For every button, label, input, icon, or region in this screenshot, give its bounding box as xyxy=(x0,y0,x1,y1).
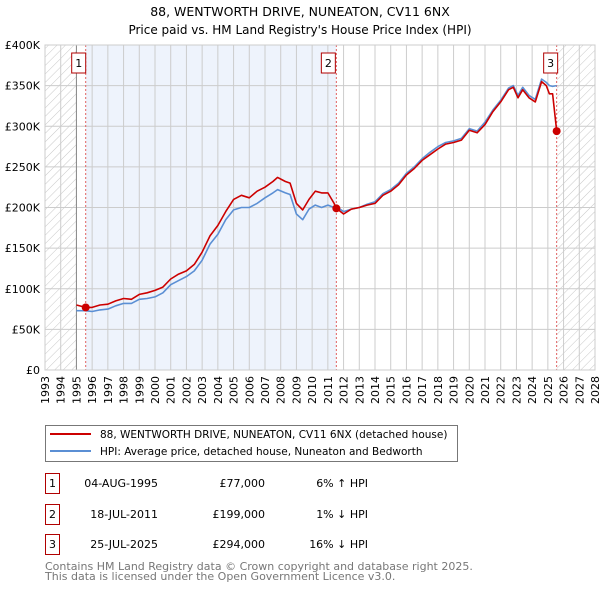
price-paid-line xyxy=(76,80,558,309)
sale-row-number-box xyxy=(45,473,60,494)
sale-point xyxy=(552,127,561,136)
x-tick-label: 1997 xyxy=(102,376,115,404)
x-tick-label: 2019 xyxy=(448,376,461,404)
sale-number-box xyxy=(71,52,87,74)
x-tick-label: 2028 xyxy=(589,376,600,404)
x-tick-label: 2000 xyxy=(149,376,162,404)
x-tick-label: 1993 xyxy=(39,376,52,404)
y-tick-label: £200K xyxy=(5,202,41,215)
legend-box xyxy=(45,425,458,462)
sale-number-box xyxy=(320,52,336,74)
sale-row-number-box xyxy=(45,504,60,525)
y-tick-label: £0 xyxy=(26,364,40,377)
x-tick-label: 2025 xyxy=(542,376,555,404)
sale-number-label: 2 xyxy=(325,57,332,70)
y-tick-label: £50K xyxy=(12,323,41,336)
sale-row-date: 25-JUL-2025 xyxy=(90,538,158,551)
sale-row-hpi-diff: 1% ↓ HPI xyxy=(316,508,368,521)
sale-row-price: £199,000 xyxy=(213,508,266,521)
hpi-line xyxy=(76,78,557,313)
x-tick-label: 2027 xyxy=(573,376,586,404)
y-tick-label: £150K xyxy=(5,242,41,255)
sale-point xyxy=(81,303,90,312)
x-tick-label: 2002 xyxy=(180,376,193,404)
x-tick-label: 2006 xyxy=(243,376,256,404)
y-tick-label: £250K xyxy=(5,161,41,174)
sale-number-label: 1 xyxy=(75,57,82,70)
y-tick-label: £300K xyxy=(5,120,41,133)
sale-row-number-box xyxy=(45,534,60,555)
x-tick-label: 2013 xyxy=(353,376,366,404)
x-tick-label: 2022 xyxy=(495,376,508,404)
x-tick-label: 2007 xyxy=(259,376,272,404)
x-tick-label: 2001 xyxy=(165,376,178,404)
x-tick-label: 1994 xyxy=(55,376,68,404)
footer-line-1: Contains HM Land Registry data © Crown c… xyxy=(45,560,473,573)
plot-border xyxy=(44,44,596,371)
chart-title: 88, WENTWORTH DRIVE, NUNEATON, CV11 6NX xyxy=(150,4,450,19)
sale-row-hpi-diff: 16% ↓ HPI xyxy=(309,538,368,551)
x-tick-label: 2011 xyxy=(322,376,335,404)
y-tick-label: £100K xyxy=(5,283,41,296)
y-tick-label: £350K xyxy=(5,80,41,93)
sale-row-price: £77,000 xyxy=(220,477,266,490)
x-tick-label: 2015 xyxy=(385,376,398,404)
footer-line-2: This data is licensed under the Open Gov… xyxy=(44,570,395,583)
legend-label-hpi: HPI: Average price, detached house, Nune… xyxy=(100,446,422,458)
sale-row-date: 18-JUL-2011 xyxy=(90,508,158,521)
x-tick-label: 2026 xyxy=(558,376,571,404)
x-tick-label: 2017 xyxy=(416,376,429,404)
x-tick-label: 2020 xyxy=(463,376,476,404)
x-tick-label: 1999 xyxy=(133,376,146,404)
x-tick-label: 2005 xyxy=(228,376,241,404)
y-tick-label: £400K xyxy=(5,39,41,52)
x-tick-label: 2010 xyxy=(306,376,319,404)
legend-label-property: 88, WENTWORTH DRIVE, NUNEATON, CV11 6NX … xyxy=(100,429,447,441)
chart-subtitle: Price paid vs. HM Land Registry's House … xyxy=(128,23,471,37)
sale-row-price: £294,000 xyxy=(213,538,266,551)
x-tick-label: 2008 xyxy=(275,376,288,404)
x-tick-label: 2024 xyxy=(526,376,539,404)
x-tick-label: 2023 xyxy=(510,376,523,404)
x-tick-label: 1996 xyxy=(86,376,99,404)
sale-point xyxy=(332,204,341,213)
x-tick-label: 1995 xyxy=(70,376,83,404)
x-tick-label: 2009 xyxy=(290,376,303,404)
x-tick-label: 1998 xyxy=(118,376,131,404)
sale-row-date: 04-AUG-1995 xyxy=(84,477,158,490)
sale-number-box xyxy=(543,52,559,74)
series-group xyxy=(76,78,558,313)
x-tick-label: 2016 xyxy=(400,376,413,404)
x-tick-label: 2004 xyxy=(212,376,225,404)
sale-number-label: 3 xyxy=(547,57,554,70)
sale-row-number: 3 xyxy=(49,538,56,551)
x-tick-label: 2021 xyxy=(479,376,492,404)
sale-row-hpi-diff: 6% ↑ HPI xyxy=(316,477,368,490)
x-tick-label: 2014 xyxy=(369,376,382,404)
x-tick-label: 2012 xyxy=(338,376,351,404)
sale-row-number: 1 xyxy=(49,477,56,490)
x-tick-label: 2003 xyxy=(196,376,209,404)
sale-row-number: 2 xyxy=(49,508,56,521)
x-tick-label: 2018 xyxy=(432,376,445,404)
